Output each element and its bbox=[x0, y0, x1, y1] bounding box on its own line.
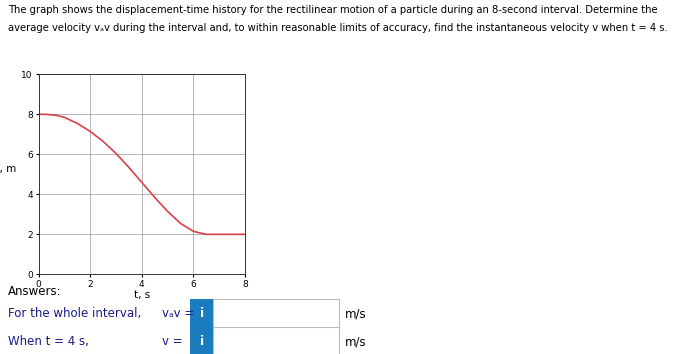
X-axis label: t, s: t, s bbox=[134, 290, 150, 300]
Y-axis label: s, m: s, m bbox=[0, 164, 17, 175]
Text: Answers:: Answers: bbox=[8, 285, 62, 298]
Text: When t = 4 s,: When t = 4 s, bbox=[8, 335, 90, 348]
Text: i: i bbox=[199, 308, 204, 320]
Text: m/s: m/s bbox=[344, 335, 366, 348]
Text: For the whole interval,: For the whole interval, bbox=[8, 308, 141, 320]
Text: i: i bbox=[199, 335, 204, 348]
Text: vₐv =: vₐv = bbox=[162, 308, 195, 320]
Text: m/s: m/s bbox=[344, 308, 366, 320]
Text: v =: v = bbox=[162, 335, 183, 348]
Text: average velocity vₐv during the interval and, to within reasonable limits of acc: average velocity vₐv during the interval… bbox=[8, 23, 668, 33]
Text: The graph shows the displacement-time history for the rectilinear motion of a pa: The graph shows the displacement-time hi… bbox=[8, 5, 658, 15]
